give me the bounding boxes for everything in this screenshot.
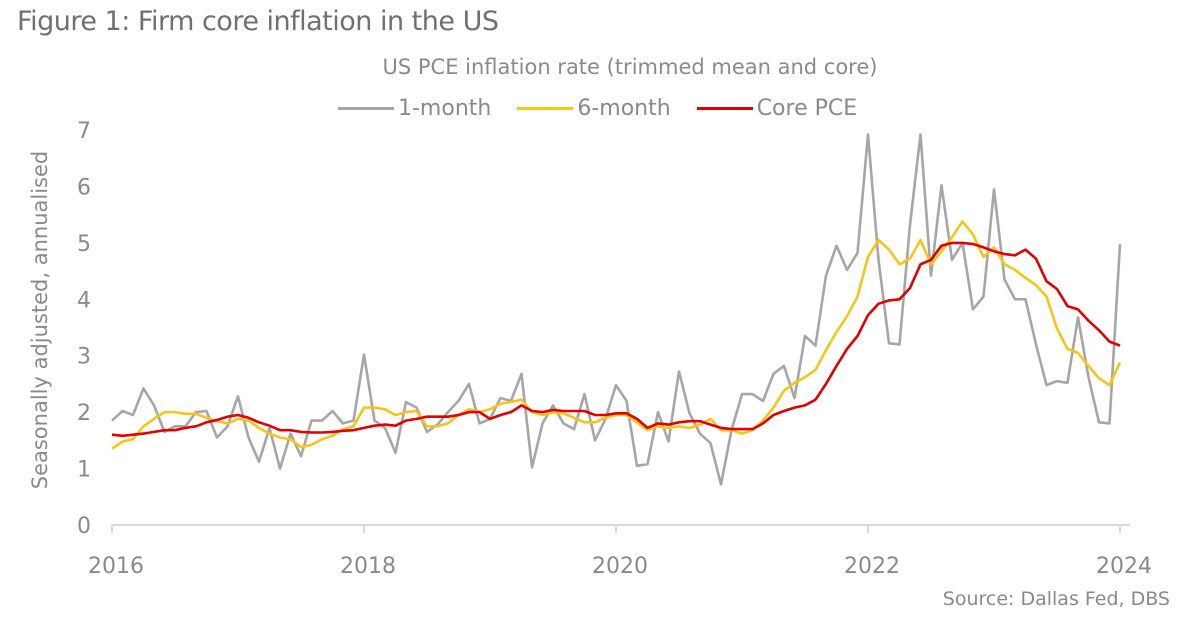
- y-tick-label: 2: [77, 401, 91, 426]
- legend-swatch-core-pce: [696, 107, 753, 110]
- source-note: Source: Dallas Fed, DBS: [942, 588, 1170, 610]
- figure-title: Figure 1: Firm core inflation in the US: [17, 6, 499, 37]
- legend-item-1-month: 1-month: [338, 96, 491, 121]
- x-tick-label: 2020: [592, 554, 648, 579]
- y-tick-label: 1: [77, 458, 91, 483]
- y-tick-label: 4: [77, 288, 91, 313]
- legend-item-6-month: 6-month: [517, 96, 671, 121]
- series-group: [111, 133, 1122, 486]
- x-tick-label: 2022: [844, 554, 900, 579]
- x-tick-label: 2016: [88, 554, 144, 579]
- series-line-6-month: [111, 220, 1122, 450]
- x-tick-label: 2024: [1096, 554, 1152, 579]
- chart-title: US PCE inflation rate (trimmed mean and …: [382, 55, 878, 79]
- legend-label-1-month: 1-month: [398, 96, 492, 121]
- series-line-core-pce: [111, 241, 1121, 438]
- legend-label-core-pce: Core PCE: [756, 96, 858, 121]
- y-tick-label: 7: [77, 119, 91, 144]
- x-axis: 2016 2018 2020 2022 2024: [88, 524, 1152, 579]
- legend-swatch-6-month: [517, 107, 574, 110]
- legend: 1-month 6-month Core PCE: [338, 96, 883, 121]
- legend-label-6-month: 6-month: [577, 96, 671, 121]
- y-tick-label: 3: [77, 345, 91, 370]
- y-tick-label: 6: [77, 175, 91, 200]
- x-tick-label: 2018: [340, 554, 396, 579]
- series-line-1-month: [111, 133, 1122, 486]
- y-tick-label: 0: [77, 514, 91, 539]
- y-tick-label: 5: [77, 232, 91, 257]
- legend-swatch-1-month: [338, 107, 394, 110]
- y-axis-ticks: 0 1 2 3 4 5 6 7: [77, 119, 91, 539]
- legend-item-core-pce: Core PCE: [696, 96, 858, 121]
